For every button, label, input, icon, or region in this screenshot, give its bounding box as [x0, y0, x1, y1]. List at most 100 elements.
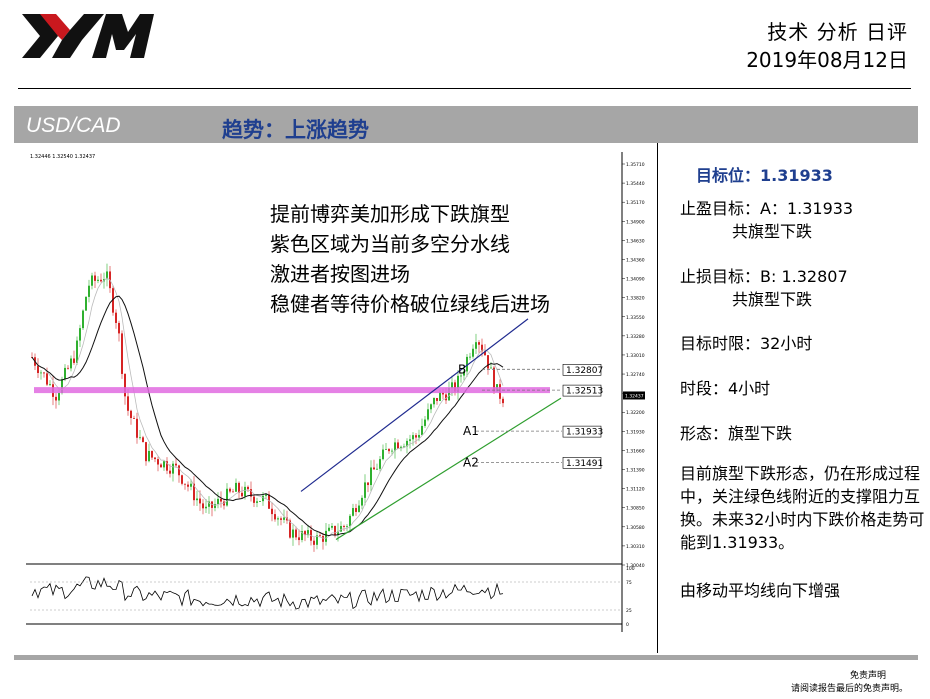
level-label: 1.31491 [566, 459, 603, 469]
candle-body [475, 342, 477, 349]
candle-body [160, 464, 162, 468]
panel-divider [657, 143, 658, 653]
candle-body [235, 482, 237, 492]
candle-body [292, 529, 294, 538]
take-profit-sub: 共旗型下跌 [732, 222, 813, 241]
candle-body [343, 525, 345, 527]
level-box [562, 425, 602, 438]
candle-body [226, 488, 228, 506]
candle-body [439, 392, 441, 401]
candle-body [391, 450, 393, 452]
candle-body [376, 468, 378, 470]
candle-body [64, 367, 66, 380]
candle-body [121, 333, 123, 374]
candle-body [154, 457, 156, 460]
candle-body [325, 530, 327, 542]
stop-loss-sub: 共旗型下跌 [732, 290, 813, 309]
pivot-zone [34, 387, 550, 394]
price-tick-label: 1.30310 [626, 544, 645, 550]
candle-body [76, 340, 78, 363]
candle-body [385, 449, 387, 450]
ma-note: 由移动平均线向下增强 [680, 581, 841, 600]
candle-body [472, 348, 474, 357]
candle-body [97, 279, 99, 281]
candle-body [82, 310, 84, 329]
report-date: 2019年08月12日 [746, 48, 908, 72]
candle-body [124, 373, 126, 397]
candle-body [373, 467, 375, 470]
candle-body [232, 491, 234, 493]
candle-body [487, 355, 489, 369]
candle-body [352, 508, 354, 516]
pattern: 形态：旗型下跌 [680, 424, 793, 443]
candle-body [427, 409, 429, 420]
price-chart: 1.32807 1.32513 1.31933 1.31491 B A1 A2 1.3244… [26, 152, 648, 632]
price-tick-label: 1.30580 [626, 525, 645, 531]
description: 目前旗型下跌形态，仍在形成过程中，关注绿色线附近的支撑阻力互换。未来32小时内下… [680, 464, 925, 552]
candle-body [175, 463, 177, 466]
lower-channel-line [335, 397, 562, 541]
candle-body [229, 488, 231, 492]
level-label: 1.32807 [566, 366, 603, 376]
candle-body [277, 518, 279, 520]
candle-body [346, 526, 348, 528]
candle-body [241, 492, 243, 497]
indicator-tick-label: 0 [626, 622, 629, 628]
candle-body [166, 461, 168, 471]
candle-body [61, 379, 63, 394]
candle-body [118, 322, 120, 334]
candle-body [478, 342, 480, 345]
candle-body [388, 449, 390, 452]
candle-body [193, 483, 195, 501]
level-box [562, 384, 602, 397]
candle-body [190, 483, 192, 487]
candle-body [406, 440, 408, 447]
level-box [562, 364, 602, 376]
report-title: 技术 分析 日评 [767, 20, 908, 44]
level-box [562, 457, 602, 469]
candle-body [265, 494, 267, 496]
indicator-tick-label: 100 [626, 566, 635, 572]
chart-note-3: 激进者按图进场 [270, 262, 410, 286]
candle-body [88, 285, 90, 297]
candle-body [37, 365, 39, 374]
upper-channel-line [300, 318, 529, 492]
disclaimer-title: 免责声明 [849, 671, 886, 681]
marker-b: B [458, 362, 466, 376]
candle-body [46, 373, 48, 385]
candle-body [187, 484, 189, 487]
candle-body [409, 439, 411, 441]
candle-body [349, 515, 351, 527]
candle-body [379, 459, 381, 469]
candle-body [256, 501, 258, 503]
candle-body [67, 367, 69, 369]
price-tick-label: 1.33010 [626, 353, 645, 359]
candle-body [490, 367, 492, 369]
level-label: 1.31933 [566, 428, 603, 438]
candle-body [415, 435, 417, 438]
candle-body [340, 525, 342, 532]
marker-a2: A2 [463, 455, 479, 469]
candle-body [418, 434, 420, 438]
candles-group [31, 263, 504, 552]
time-limit: 目标时限：32小时 [680, 334, 813, 353]
candle-body [457, 375, 459, 393]
marker-a1: A1 [463, 424, 479, 438]
disclaimer-note: 请阅读报告最后的免责声明。 [790, 684, 908, 694]
candle-body [112, 288, 114, 313]
price-tick-label: 1.32200 [626, 410, 645, 416]
candle-body [445, 394, 447, 401]
price-tick-label: 1.33820 [626, 296, 645, 302]
candle-body [316, 535, 318, 545]
candle-body [43, 372, 45, 374]
trend-label: 趋势：上涨趋势 [222, 118, 369, 142]
price-tick-label: 1.35710 [626, 162, 645, 168]
candle-body [172, 463, 174, 474]
candle-body [205, 506, 207, 509]
candle-body [178, 465, 180, 476]
candle-body [40, 372, 42, 374]
candle-body [280, 518, 282, 520]
candle-body [289, 520, 291, 538]
candle-body [130, 410, 132, 419]
candle-body [370, 467, 372, 486]
